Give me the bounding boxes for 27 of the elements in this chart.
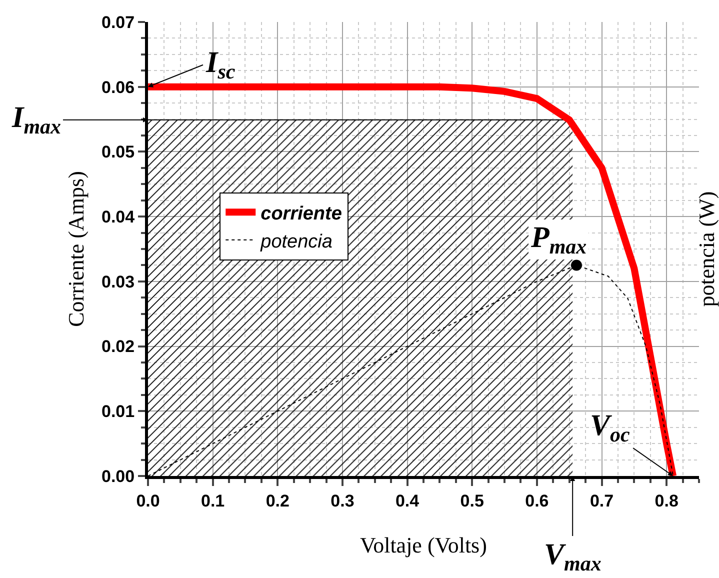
x-tick-label: 0.5 — [460, 491, 484, 510]
y-tick-label: 0.04 — [102, 208, 136, 227]
x-axis-title: Voltaje (Volts) — [360, 532, 487, 558]
y-tick-label: 0.05 — [102, 142, 135, 162]
x-tick-label: 0.4 — [395, 491, 420, 510]
annotation: V$_{oc}$ — [590, 409, 631, 446]
y-tick-label: 0.02 — [102, 337, 135, 356]
y-axis-title: Corriente (Amps) — [63, 171, 88, 327]
annotation: I$_{max}$ — [11, 101, 62, 138]
x-tick-label: 0.0 — [136, 491, 160, 510]
y-tick-label: 0.01 — [102, 402, 135, 422]
y-tick-label: 0.07 — [102, 12, 135, 32]
legend-label: potencia — [260, 231, 332, 252]
y-tick-label: 0.00 — [102, 466, 135, 486]
annotation: P$_{max}$ — [530, 221, 587, 258]
y2-axis-title: potencia (W) — [694, 191, 719, 307]
legend-label: corriente — [260, 204, 342, 225]
x-tick-label: 0.1 — [201, 491, 225, 510]
x-tick-label: 0.3 — [330, 491, 354, 510]
y-tick-label: 0.03 — [102, 272, 135, 292]
x-tick-label: 0.7 — [590, 491, 614, 510]
annotation: I$_{sc}$ — [205, 46, 236, 84]
x-tick-label: 0.2 — [266, 491, 290, 510]
x-tick-label: 0.8 — [654, 491, 678, 510]
y-tick-label: 0.06 — [102, 78, 135, 97]
annotation: V$_{max}$ — [544, 538, 602, 576]
x-tick-label: 0.6 — [525, 491, 549, 510]
